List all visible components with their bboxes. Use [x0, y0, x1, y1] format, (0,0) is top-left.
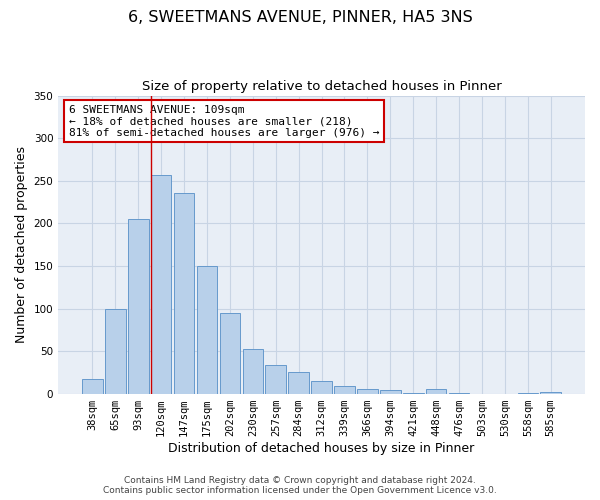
Bar — [174, 193, 194, 394]
X-axis label: Distribution of detached houses by size in Pinner: Distribution of detached houses by size … — [169, 442, 475, 455]
Bar — [289, 372, 309, 394]
Text: 6 SWEETMANS AVENUE: 109sqm
← 18% of detached houses are smaller (218)
81% of sem: 6 SWEETMANS AVENUE: 109sqm ← 18% of deta… — [69, 104, 379, 138]
Y-axis label: Number of detached properties: Number of detached properties — [15, 146, 28, 344]
Bar — [426, 389, 446, 394]
Bar — [151, 175, 172, 394]
Bar — [334, 386, 355, 394]
Bar — [242, 349, 263, 394]
Bar — [220, 313, 240, 394]
Bar — [518, 393, 538, 394]
Bar — [197, 266, 217, 394]
Bar — [105, 309, 125, 394]
Text: Contains HM Land Registry data © Crown copyright and database right 2024.
Contai: Contains HM Land Registry data © Crown c… — [103, 476, 497, 495]
Bar — [403, 393, 424, 394]
Text: 6, SWEETMANS AVENUE, PINNER, HA5 3NS: 6, SWEETMANS AVENUE, PINNER, HA5 3NS — [128, 10, 472, 25]
Title: Size of property relative to detached houses in Pinner: Size of property relative to detached ho… — [142, 80, 502, 93]
Bar — [357, 389, 378, 394]
Bar — [541, 392, 561, 394]
Bar — [311, 382, 332, 394]
Bar — [82, 378, 103, 394]
Bar — [380, 390, 401, 394]
Bar — [449, 393, 469, 394]
Bar — [128, 219, 149, 394]
Bar — [265, 365, 286, 394]
